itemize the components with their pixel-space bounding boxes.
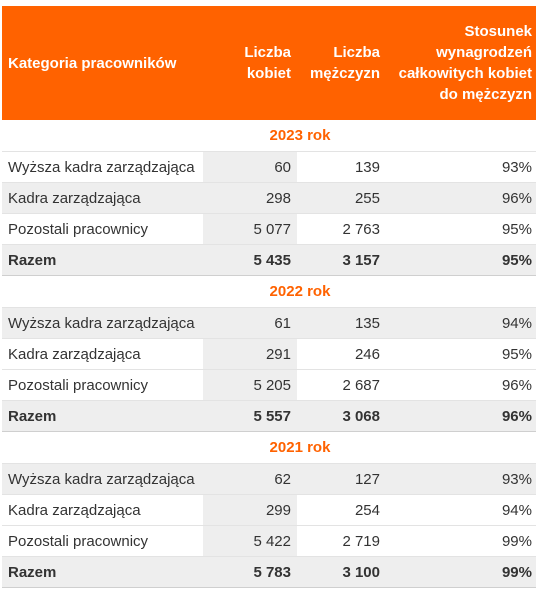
women-count: 62 (203, 464, 297, 494)
table-row: Kadra zarządzająca 298 255 96% (2, 182, 536, 213)
women-count: 5 422 (203, 526, 297, 556)
table-row: Pozostali pracownicy 5 205 2 687 96% (2, 369, 536, 400)
pay-ratio: 99% (501, 563, 532, 581)
row-label: Kadra zarządzająca (8, 345, 141, 363)
women-count: 5 205 (203, 370, 297, 400)
pay-ratio: 95% (501, 251, 532, 269)
pay-ratio: 93% (386, 464, 536, 494)
total-row: Razem 5 435 3 157 95% (2, 244, 536, 276)
women-count: 60 (203, 152, 297, 182)
pay-ratio: 96% (501, 407, 532, 425)
table-row: Wyższa kadra zarządzająca 60 139 93% (2, 151, 536, 182)
header-women-count: Liczba kobiet (244, 44, 291, 82)
men-count: 2 763 (342, 220, 380, 238)
women-count: 5 557 (253, 407, 291, 425)
men-count: 3 157 (342, 251, 380, 269)
row-label: Wyższa kadra zarządzająca (2, 464, 203, 494)
year-heading: 2023 rok (269, 127, 331, 144)
women-count: 291 (203, 339, 297, 369)
row-label: Pozostali pracownicy (8, 220, 149, 238)
table-row: Kadra zarządzająca 299 254 94% (2, 494, 536, 525)
table-row: Kadra zarządzająca 291 246 95% (2, 338, 536, 369)
year-heading: 2022 rok (269, 283, 331, 300)
pay-ratio: 95% (501, 345, 532, 363)
pay-ratio: 94% (501, 501, 532, 519)
men-count: 2 719 (342, 532, 380, 550)
men-count: 135 (297, 308, 386, 338)
row-label: Razem (8, 251, 57, 269)
header-category: Kategoria pracowników (8, 54, 177, 72)
women-count: 5 077 (203, 214, 297, 244)
header-pay-ratio: Stosunek wynagrodzeń całkowitych kobiet … (398, 23, 532, 103)
pay-ratio: 93% (501, 158, 532, 176)
pay-ratio: 96% (501, 376, 532, 394)
row-label: Wyższa kadra zarządzająca (8, 158, 195, 176)
row-label: Kadra zarządzająca (2, 183, 203, 213)
header-men-count: Liczba mężczyzn (309, 44, 380, 82)
men-count: 254 (354, 501, 380, 519)
row-label: Pozostali pracownicy (8, 532, 149, 550)
table-row: Pozostali pracownicy 5 422 2 719 99% (2, 525, 536, 556)
men-count: 255 (297, 183, 386, 213)
pay-ratio: 99% (501, 532, 532, 550)
row-label: Wyższa kadra zarządzająca (2, 308, 203, 338)
women-count: 5 783 (253, 563, 291, 581)
row-label: Kadra zarządzająca (8, 501, 141, 519)
men-count: 246 (354, 345, 380, 363)
table-row: Wyższa kadra zarządzająca 62 127 93% (2, 463, 536, 494)
pay-ratio: 95% (501, 220, 532, 238)
employee-pay-ratio-table: Kategoria pracowników Liczba kobiet Licz… (2, 6, 536, 588)
men-count: 3 068 (342, 407, 380, 425)
row-label: Razem (8, 563, 57, 581)
total-row: Razem 5 557 3 068 96% (2, 400, 536, 432)
row-label: Razem (8, 407, 57, 425)
table-row: Pozostali pracownicy 5 077 2 763 95% (2, 213, 536, 244)
women-count: 5 435 (253, 251, 291, 269)
women-count: 61 (203, 308, 297, 338)
men-count: 3 100 (342, 563, 380, 581)
men-count: 139 (354, 158, 380, 176)
year-heading: 2021 rok (269, 439, 331, 456)
table-row: Wyższa kadra zarządzająca 61 135 94% (2, 307, 536, 338)
women-count: 299 (203, 495, 297, 525)
women-count: 298 (203, 183, 297, 213)
total-row: Razem 5 783 3 100 99% (2, 556, 536, 588)
pay-ratio: 96% (386, 183, 536, 213)
men-count: 2 687 (342, 376, 380, 394)
pay-ratio: 94% (386, 308, 536, 338)
table-header: Kategoria pracowników Liczba kobiet Licz… (2, 6, 536, 120)
men-count: 127 (297, 464, 386, 494)
row-label: Pozostali pracownicy (8, 376, 149, 394)
